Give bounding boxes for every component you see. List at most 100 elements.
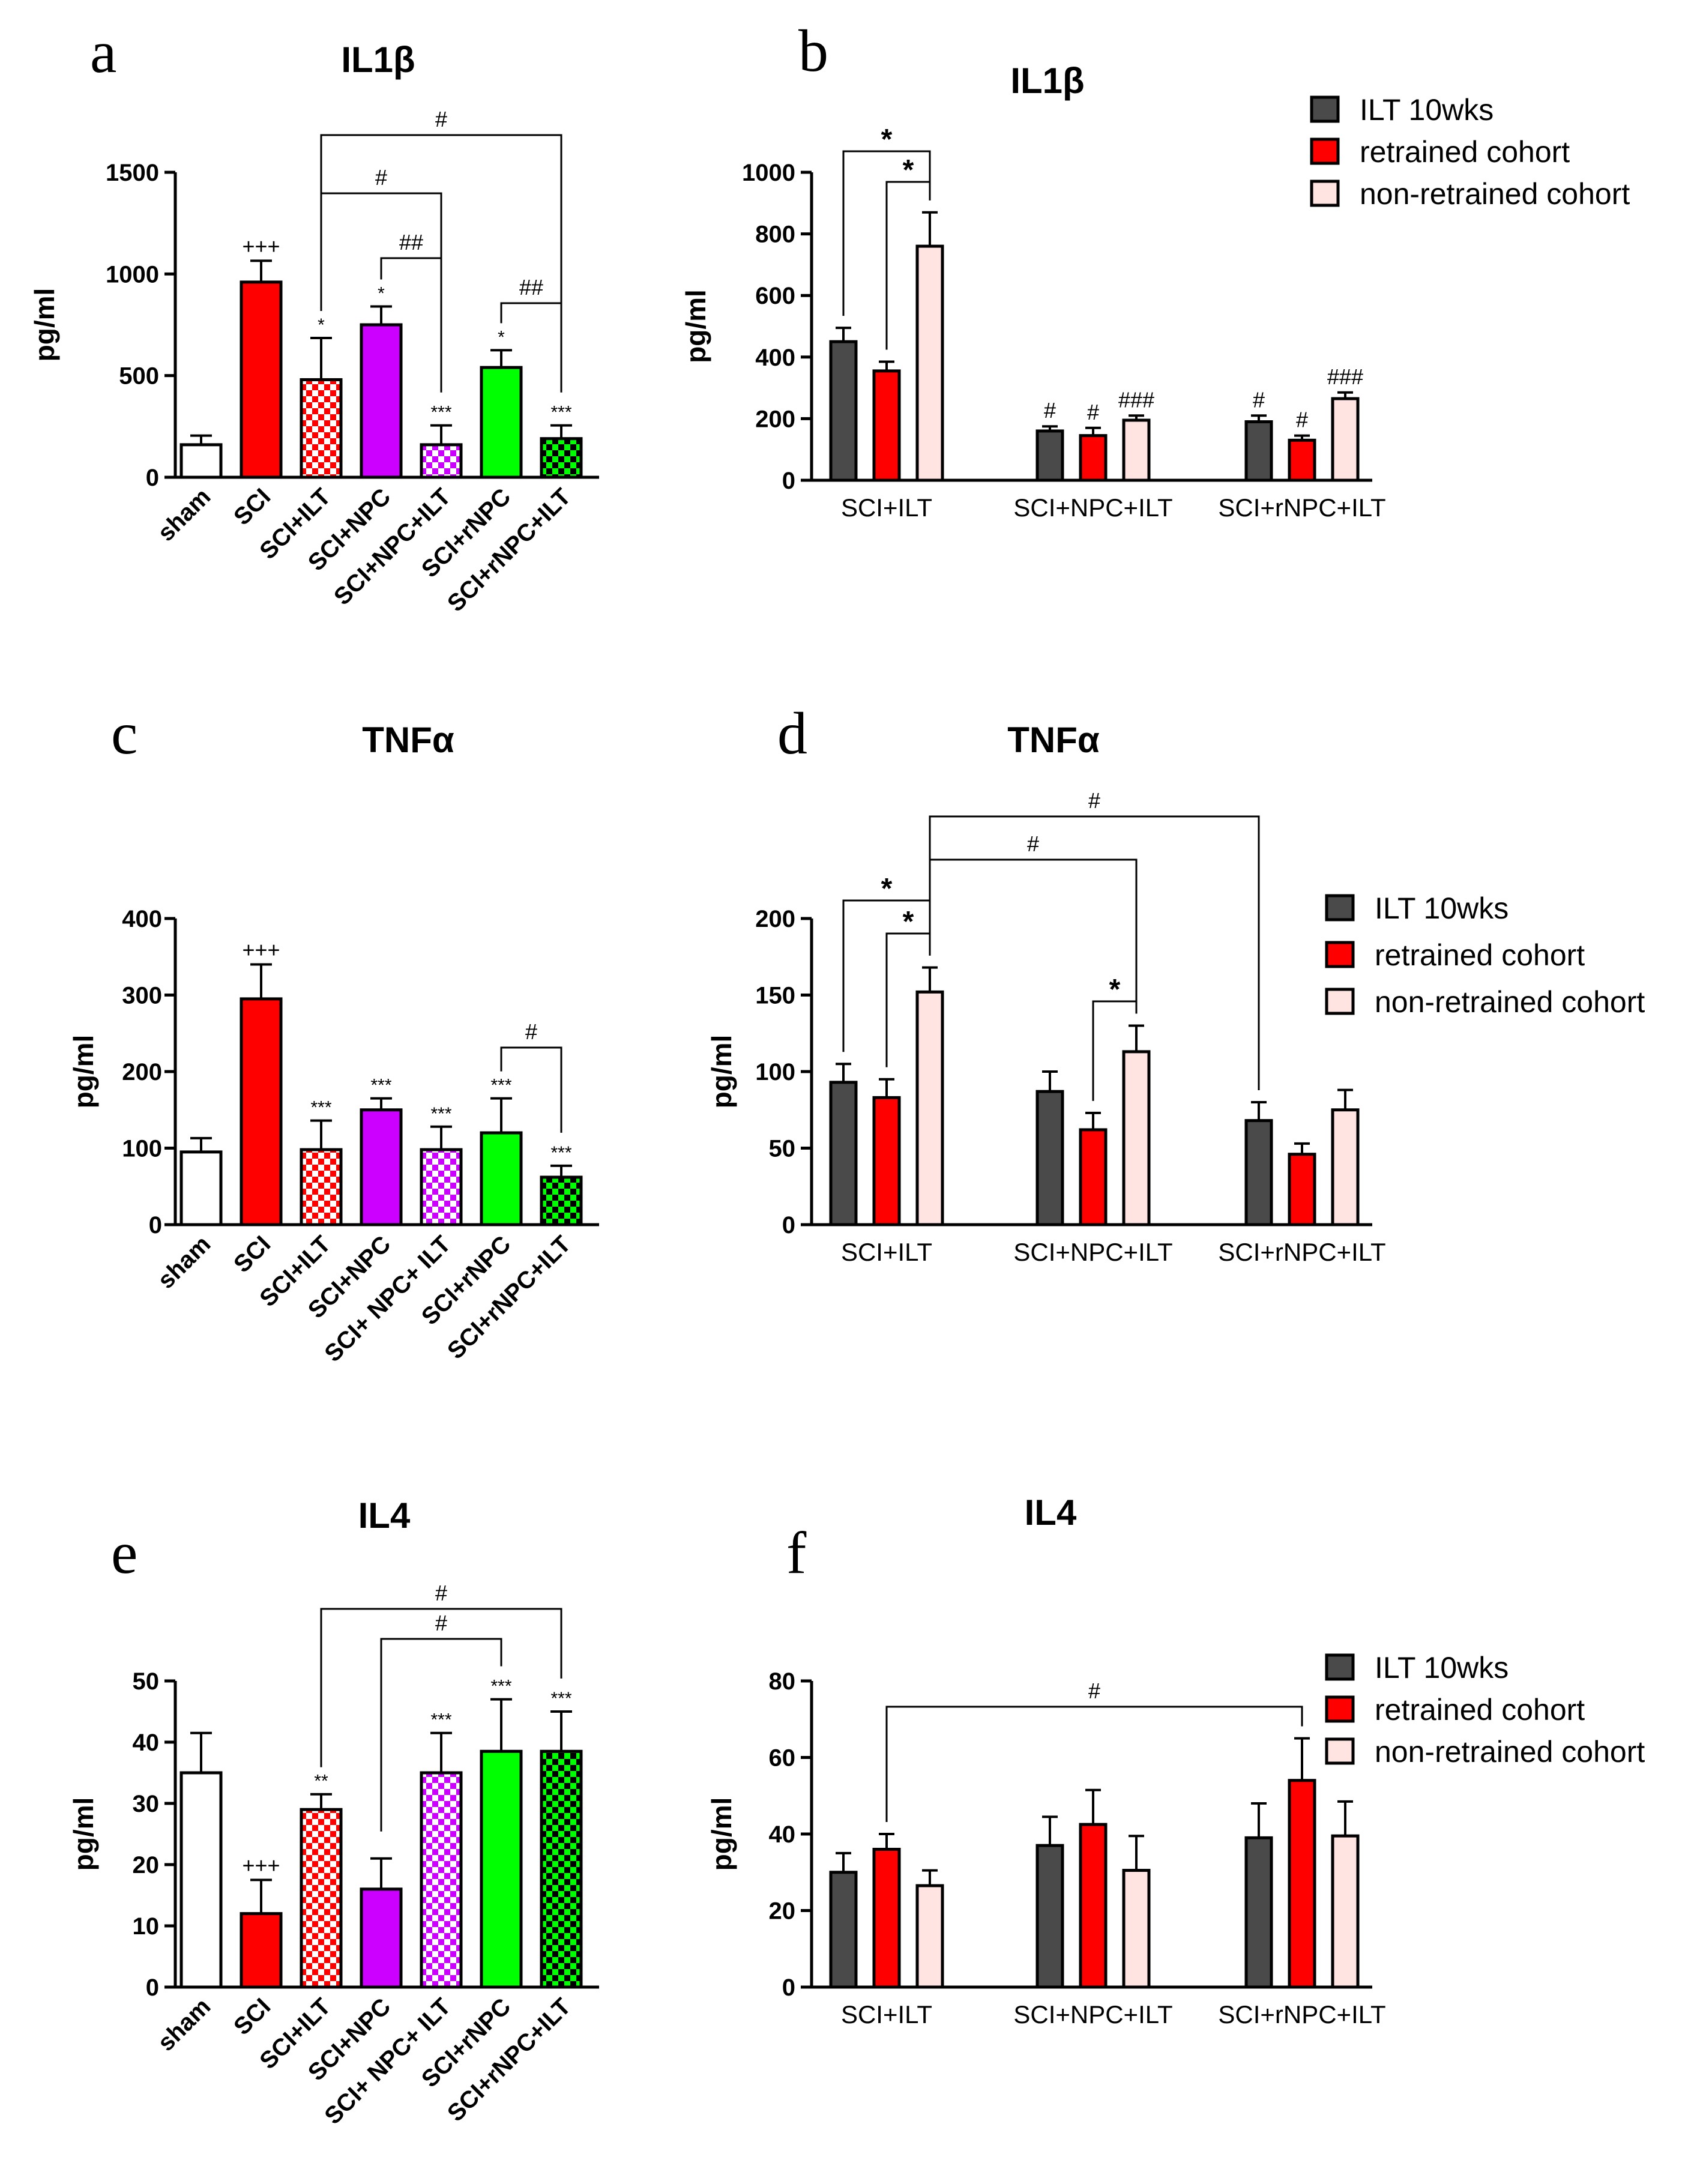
panel-title: IL1β (1010, 61, 1084, 101)
bar (420, 1771, 463, 1989)
panel-title: TNFα (362, 720, 454, 760)
bar (872, 1096, 901, 1226)
x-tick-label: SCI (229, 1231, 276, 1278)
bar (1035, 429, 1064, 482)
x-tick-label: SCI (229, 483, 276, 530)
x-tick-label: SCI+rNPC+ILT (1218, 2000, 1385, 2029)
bar (1079, 1128, 1108, 1226)
bar (1244, 420, 1273, 482)
x-tick-label: SCI+ILT (841, 493, 932, 522)
legend-label: retrained cohort (1375, 1693, 1585, 1727)
significance-bracket (929, 858, 1138, 1014)
bar (829, 1871, 858, 1989)
bar (829, 1081, 858, 1226)
bar (872, 1848, 901, 1989)
bar (915, 244, 944, 482)
significance-bracket (885, 1706, 1303, 1822)
bar (300, 1808, 343, 1989)
legend-swatch (1325, 1695, 1355, 1723)
legend-swatch (1310, 179, 1340, 207)
y-tick-label: 400 (755, 345, 795, 371)
bracket-label: # (1088, 1679, 1100, 1703)
bar (872, 369, 901, 482)
panel-f: f IL4 pg/ml 0 20 40 60 80 SCI+ILT SCI+NPC+ILT SCI+… (706, 1492, 1645, 2029)
panel-label: f (786, 1519, 807, 1586)
bar (1035, 1090, 1064, 1226)
x-tick-label: SCI+NPC+ILT (1013, 1238, 1172, 1266)
bar (179, 1150, 223, 1226)
bar-annotation: *** (490, 1677, 511, 1697)
panel-label: a (90, 19, 116, 85)
y-tick-label: 40 (133, 1730, 160, 1756)
bracket-label: * (903, 906, 914, 938)
bar-annotation: *** (430, 1710, 451, 1730)
y-tick-label: 20 (769, 1898, 796, 1925)
y-tick-label: 0 (146, 1974, 159, 2001)
y-tick-label: 600 (755, 283, 795, 309)
bar (179, 1771, 223, 1989)
y-axis-label: pg/ml (706, 1035, 737, 1109)
y-tick-label: 200 (122, 1059, 162, 1085)
bar (360, 1108, 403, 1226)
bar (480, 1749, 523, 1989)
x-tick-label: sham (152, 1993, 216, 2056)
bar (1288, 1779, 1316, 1989)
y-axis-label: pg/ml (29, 288, 60, 362)
bar (1244, 1119, 1273, 1226)
bracket-label: * (1109, 974, 1121, 1006)
x-tick-label: SCI+rNPC+ILT (1218, 1238, 1385, 1266)
y-tick-label: 0 (146, 465, 159, 491)
y-tick-label: 0 (782, 1212, 795, 1238)
bracket-label: ## (519, 275, 543, 300)
legend: ILT 10wks retrained cohort non-retrained c… (1325, 891, 1645, 1019)
legend-label: ILT 10wks (1360, 93, 1494, 127)
y-tick-label: 800 (755, 222, 795, 248)
y-tick-label: 60 (769, 1745, 796, 1772)
panel-label: c (111, 700, 137, 767)
bar-annotation: *** (550, 1143, 571, 1163)
bar-annotation: * (378, 284, 385, 304)
bar (420, 1148, 463, 1226)
bracket-label: # (1088, 788, 1100, 813)
bracket-label: * (881, 124, 893, 155)
bar (240, 1912, 283, 1989)
legend-swatch (1325, 941, 1355, 968)
y-tick-label: 50 (769, 1136, 796, 1162)
bar (1079, 1823, 1108, 1989)
y-tick-label: 1000 (106, 261, 159, 288)
y-tick-label: 100 (122, 1136, 162, 1162)
panel-title: IL1β (341, 40, 415, 80)
bar (240, 997, 283, 1226)
panel-title: TNFα (1007, 720, 1100, 760)
bar-annotation: # (1296, 408, 1308, 432)
legend-swatch (1310, 137, 1340, 165)
bar (480, 366, 523, 479)
legend-swatch (1325, 1653, 1355, 1681)
bracket-label: # (375, 165, 387, 190)
bar (1122, 418, 1151, 482)
legend-swatch (1325, 894, 1355, 922)
bar (540, 1175, 583, 1226)
bar (179, 443, 223, 479)
y-tick-label: 80 (769, 1668, 796, 1695)
x-tick-label: SCI+rNPC+ILT (1218, 493, 1385, 522)
y-tick-label: 0 (782, 468, 795, 494)
panel-title: IL4 (1025, 1492, 1077, 1533)
y-tick-label: 0 (149, 1212, 162, 1238)
y-axis-label: pg/ml (680, 289, 711, 363)
significance-bracket (320, 1608, 562, 1767)
bar (360, 323, 403, 479)
panel-e: eIL4pg/ml01020304050sham+++SCI**SCI+ILTS… (68, 1495, 599, 2129)
bar (1331, 397, 1360, 482)
y-tick-label: 1500 (106, 160, 159, 186)
legend-swatch (1325, 988, 1355, 1015)
y-tick-label: 1000 (742, 160, 795, 186)
x-tick-label: SCI+ILT (841, 2000, 932, 2029)
bracket-label: # (435, 107, 447, 131)
y-tick-label: 500 (119, 363, 159, 390)
bracket-label: ## (399, 230, 423, 255)
x-tick-label: SCI (229, 1993, 276, 2040)
